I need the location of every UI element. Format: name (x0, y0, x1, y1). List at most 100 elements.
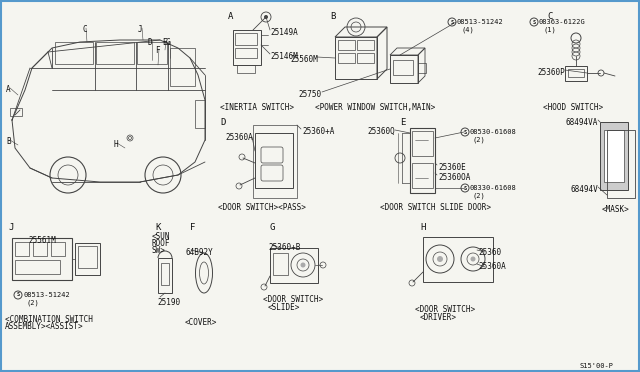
Text: 08330-61608: 08330-61608 (470, 185, 516, 191)
Text: S: S (463, 186, 467, 190)
Text: <INERTIA SWITCH>: <INERTIA SWITCH> (220, 103, 294, 112)
Text: 25360: 25360 (478, 248, 501, 257)
Text: <HOOD SWITCH>: <HOOD SWITCH> (543, 103, 603, 112)
Bar (568, 69, 584, 77)
Text: <DOOR SWITCH><PASS>: <DOOR SWITCH><PASS> (218, 203, 306, 212)
Bar (600, 122, 628, 190)
Text: 25561M: 25561M (28, 236, 56, 245)
Text: H: H (113, 140, 118, 149)
Text: 68494VA: 68494VA (566, 118, 598, 127)
Text: 25190: 25190 (157, 298, 180, 307)
Bar (137, 42, 167, 64)
Bar (96, 42, 134, 64)
Text: S: S (451, 19, 454, 25)
Bar (565, 66, 587, 81)
Bar (15, 242, 29, 256)
Text: 25360+A: 25360+A (302, 127, 334, 136)
Bar (235, 33, 257, 45)
Bar (418, 63, 426, 73)
Text: <COMBINATION SWITCH: <COMBINATION SWITCH (5, 315, 93, 324)
Text: D: D (148, 38, 152, 47)
Text: C: C (547, 12, 552, 21)
Bar (195, 100, 205, 128)
Text: <MASK>: <MASK> (602, 205, 630, 214)
Text: J: J (138, 25, 143, 34)
Text: 25360E: 25360E (438, 163, 466, 172)
Text: G: G (270, 223, 275, 232)
Text: 25149A: 25149A (270, 28, 298, 37)
Text: ROOF: ROOF (152, 239, 170, 248)
Text: 08363-6122G: 08363-6122G (539, 19, 586, 25)
Bar (357, 53, 374, 63)
Bar (338, 40, 355, 50)
Text: 08530-61608: 08530-61608 (470, 129, 516, 135)
Text: <DOOR SWITCH>: <DOOR SWITCH> (263, 295, 323, 304)
Text: <POWER WINDOW SWITCH,MAIN>: <POWER WINDOW SWITCH,MAIN> (315, 103, 435, 112)
Bar (604, 130, 624, 182)
Text: 68494V: 68494V (570, 185, 598, 194)
Text: 25360A: 25360A (478, 262, 506, 271)
Text: E: E (400, 118, 405, 127)
Text: K: K (155, 223, 161, 232)
Text: C: C (82, 25, 86, 34)
Text: <DOOR SWITCH>: <DOOR SWITCH> (415, 305, 475, 314)
Bar (338, 53, 355, 63)
Text: S: S (463, 129, 467, 135)
Text: H: H (420, 223, 426, 232)
Text: 08513-51242: 08513-51242 (23, 292, 70, 298)
Text: J: J (8, 223, 13, 232)
Bar (423, 237, 493, 282)
Bar (51, 242, 65, 256)
Bar (55, 42, 93, 64)
Text: 08513-51242: 08513-51242 (457, 19, 504, 25)
Text: 25146M: 25146M (270, 52, 298, 61)
Bar (78, 246, 97, 268)
Text: 25360+B: 25360+B (268, 243, 300, 252)
Text: (2): (2) (473, 136, 486, 142)
Text: S: S (532, 19, 536, 25)
Text: SW>: SW> (152, 246, 166, 255)
Bar (12, 238, 72, 280)
Text: F: F (155, 46, 159, 55)
Text: D: D (220, 118, 225, 127)
Text: 25360P: 25360P (537, 68, 565, 77)
Circle shape (470, 257, 476, 262)
Bar (270, 248, 318, 283)
Text: A: A (6, 85, 11, 94)
Circle shape (264, 15, 268, 19)
Text: B: B (330, 12, 335, 21)
Bar (10, 108, 22, 116)
Text: A: A (228, 12, 234, 21)
Bar (412, 131, 433, 156)
Text: <COVER>: <COVER> (185, 318, 218, 327)
Text: S15'00-P: S15'00-P (580, 363, 614, 369)
Text: (2): (2) (473, 192, 486, 199)
Text: 25360OA: 25360OA (438, 173, 470, 182)
Bar (170, 48, 195, 86)
Bar (255, 133, 293, 188)
Text: 25360A: 25360A (225, 133, 253, 142)
Bar (33, 242, 47, 256)
Text: (4): (4) (462, 26, 475, 32)
Text: (2): (2) (26, 299, 39, 305)
Circle shape (301, 263, 305, 267)
Bar (75, 243, 100, 275)
Bar (273, 253, 288, 275)
Bar (393, 60, 413, 75)
Bar (161, 263, 169, 285)
Text: (1): (1) (544, 26, 557, 32)
Text: 64B92Y: 64B92Y (186, 248, 214, 257)
Text: F: F (190, 223, 195, 232)
Bar (158, 258, 172, 293)
Text: G: G (166, 38, 171, 47)
Bar (390, 55, 418, 83)
Text: <DOOR SWITCH SLIDE DOOR>: <DOOR SWITCH SLIDE DOOR> (380, 203, 491, 212)
Bar (412, 163, 433, 188)
Bar (607, 130, 635, 198)
Bar (357, 40, 374, 50)
Text: 25360Q: 25360Q (367, 127, 395, 136)
Circle shape (437, 256, 443, 262)
Text: E: E (162, 38, 166, 47)
Bar (253, 125, 297, 198)
Text: <DRIVER>: <DRIVER> (420, 313, 457, 322)
